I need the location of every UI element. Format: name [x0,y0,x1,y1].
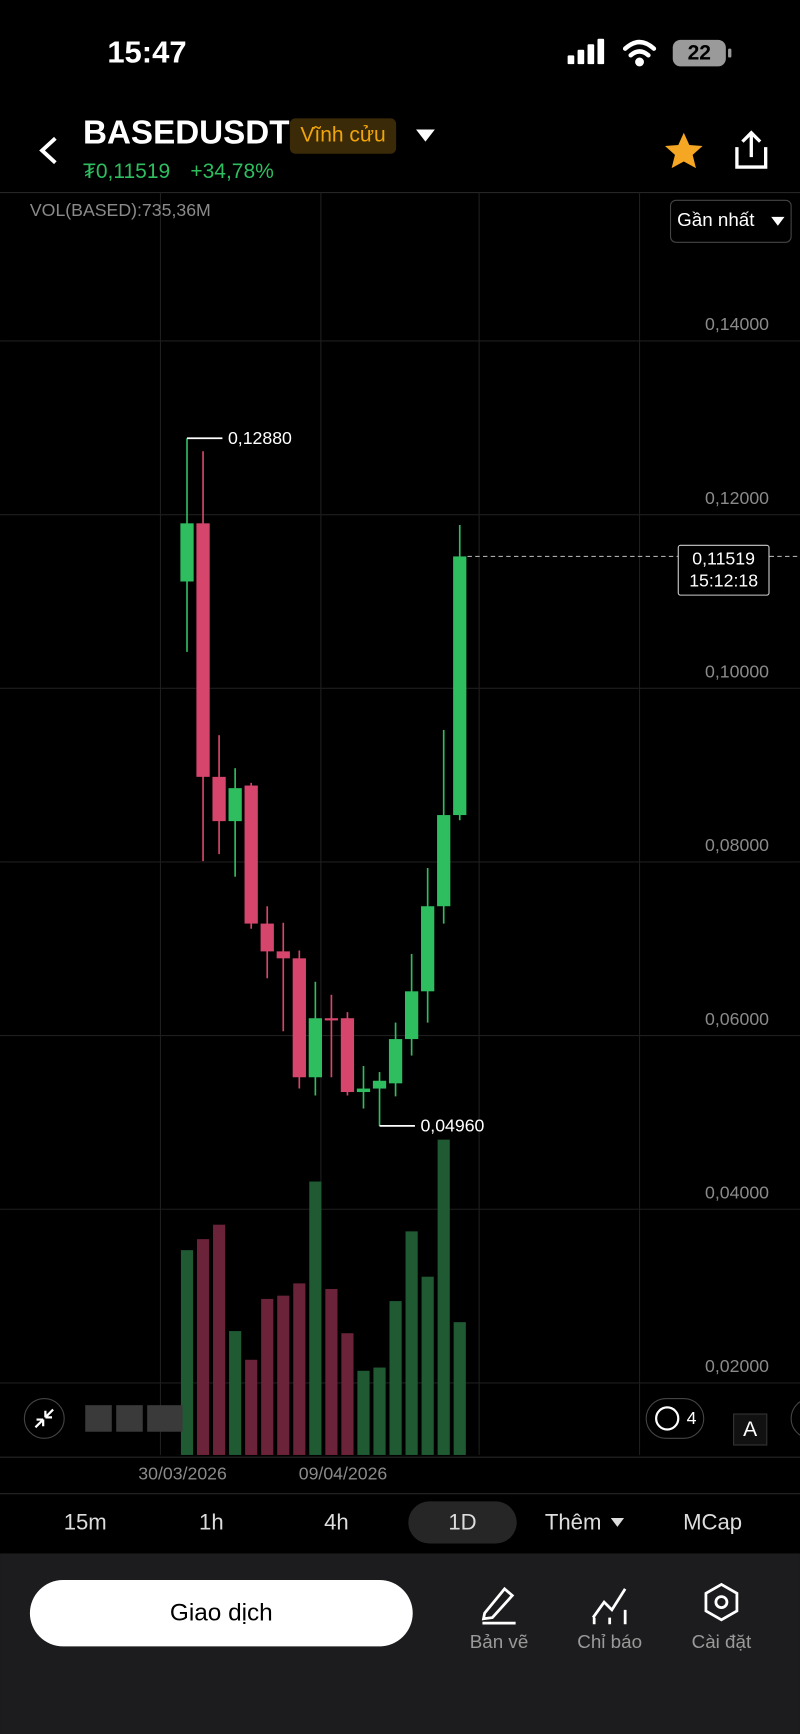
okx-watermark [85,1405,183,1432]
x-tick-label: 30/03/2026 [138,1464,227,1484]
last-price-time: 15:12:18 [689,571,758,591]
y-tick-label: 0,10000 [705,661,769,681]
timeframe-bar: 15m 1h 4h 1D Thêm MCap [64,1509,742,1534]
battery-tip [728,48,732,58]
candle-body [292,958,306,1078]
candle-body [196,523,210,777]
favorite-star[interactable] [664,132,703,169]
timeframe-selected-bg [408,1501,517,1544]
trade-button[interactable]: Giao dịch [170,1600,273,1627]
candlestick-chart: 0,14000 0,12000 0,10000 0,08000 0,06000 0,040… [0,192,800,1484]
candle-body [180,523,194,582]
timeframe-option[interactable]: MCap [683,1509,742,1534]
volume-bar [196,1239,210,1455]
share-button[interactable] [735,130,768,169]
tool-labels: Bản vẽ Chỉ báo Cài đặt [470,1631,752,1652]
y-tick-label: 0,02000 [705,1356,769,1376]
volume-bar [213,1224,226,1455]
symbol[interactable]: BASEDUSDT [83,115,290,152]
candle-body [228,788,242,822]
volume-bar [180,1250,194,1455]
volume-bar [373,1367,386,1455]
back-button[interactable] [39,136,57,165]
indicator-label: VOL(BASED):735,36M [30,200,211,220]
volume-bar [453,1322,466,1455]
candle-body [453,556,467,816]
volume-bar [325,1288,338,1455]
volume-bar [405,1231,418,1455]
tool-label[interactable]: Cài đặt [692,1631,752,1652]
badge: Vĩnh cửu [300,124,385,147]
auto-button-bg[interactable] [733,1413,768,1446]
x-tick-label: 09/04/2026 [299,1464,388,1484]
candle-body [404,991,419,1040]
annotation-label: 0,12880 [228,428,292,448]
last-price-box [677,544,770,596]
status-time: 15:47 [107,34,186,69]
badge-bg [289,118,397,154]
candle-body [356,1088,371,1093]
indicator-count: 4 [687,1408,697,1428]
timeframe-option[interactable]: Thêm [545,1509,602,1534]
auto-button[interactable]: A [743,1418,757,1441]
signal-icon [567,38,605,65]
volume-bar [245,1359,258,1455]
range-button-bg[interactable] [669,199,792,243]
timeframe-option[interactable]: 1D [448,1509,476,1534]
range-button[interactable]: Gần nhất [677,209,755,230]
trade-button-bg[interactable] [29,1579,413,1647]
candle-body [388,1039,403,1084]
candle-body [437,815,451,907]
battery-level: 22 [688,42,711,65]
candle-body [260,923,274,952]
candle-body [276,951,290,959]
last-price-label: 0,11519 [692,548,755,568]
candle-body [308,1018,322,1078]
y-tick-label: 0,04000 [705,1182,769,1202]
volume-bar [229,1331,242,1455]
timeframe-option[interactable]: 4h [324,1509,349,1534]
header-price: ₮0,11519 [83,160,170,183]
header-change: +34,78% [190,160,274,183]
y-tick-label: 0,12000 [705,488,769,508]
timeframe-option[interactable]: 1h [199,1509,224,1534]
volume-bar [421,1276,434,1455]
volume-bar [357,1370,370,1455]
range-dropdown [771,216,785,226]
y-tick-label: 0,08000 [705,835,769,855]
y-tick-label: 0,14000 [705,314,769,334]
y-tick-label: 0,06000 [705,1009,769,1029]
candle-body [324,1018,339,1021]
battery-icon [672,39,726,67]
collapse-icon [34,1408,54,1429]
volume-bar [309,1181,322,1455]
volume-bar [389,1301,402,1455]
candle-body [244,785,258,924]
candle-body [421,906,435,992]
tool-icons [481,1582,739,1625]
collapse-button[interactable] [23,1397,65,1439]
wifi-icon [622,39,657,67]
symbol-dropdown[interactable] [416,129,435,142]
timeframe-option[interactable]: 15m [64,1509,107,1534]
indicator-icon [655,1406,680,1431]
volume-bar [437,1139,450,1455]
tool-label[interactable]: Bản vẽ [470,1631,529,1652]
candle-body [372,1080,387,1089]
candle-body [212,776,226,822]
volume-bar [277,1295,290,1455]
more-dropdown [610,1518,625,1527]
volume-bar [341,1333,354,1455]
edge-button[interactable] [790,1399,800,1439]
volume-bar [261,1298,274,1455]
volume-bar [293,1283,306,1455]
candle-body [340,1018,355,1093]
annotation-label: 0,04960 [420,1116,484,1136]
tool-label[interactable]: Chỉ báo [577,1631,642,1652]
